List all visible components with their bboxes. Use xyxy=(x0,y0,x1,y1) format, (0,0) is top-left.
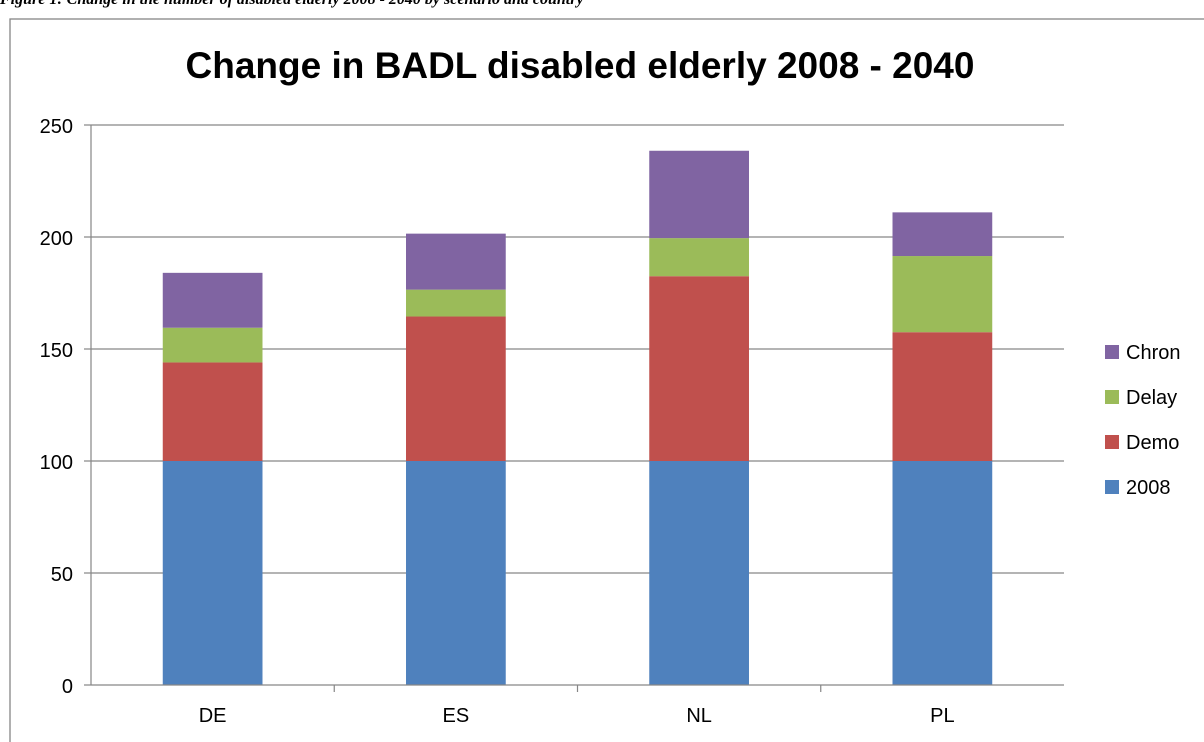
legend-swatch xyxy=(1105,390,1119,404)
bar-segment-delay-de xyxy=(162,327,263,363)
bar-segment-demo-pl xyxy=(892,332,993,461)
y-tick-label: 150 xyxy=(40,340,73,362)
y-tick-label: 250 xyxy=(40,116,73,138)
legend-item-demo: Demo xyxy=(1105,432,1179,454)
legend-item-delay: Delay xyxy=(1105,387,1177,409)
bar-segment-2008-es xyxy=(406,461,506,685)
legend-label: Demo xyxy=(1126,432,1179,454)
bar-segment-chron-pl xyxy=(892,212,993,257)
legend-item-2008: 2008 xyxy=(1105,477,1171,499)
legend-label: 2008 xyxy=(1126,477,1171,499)
x-tick-label: ES xyxy=(443,705,470,727)
bar-segment-demo-nl xyxy=(649,276,749,461)
bar-segment-2008-nl xyxy=(649,461,749,685)
y-tick-label: 0 xyxy=(62,676,73,698)
bar-segment-chron-nl xyxy=(649,150,749,239)
figure-caption: Figure 1: Change in the number of disabl… xyxy=(0,0,1204,11)
bar-segment-demo-es xyxy=(406,316,506,461)
bar-segment-2008-pl xyxy=(892,461,993,685)
y-tick-label: 200 xyxy=(40,228,73,250)
legend-item-chron: Chron xyxy=(1105,342,1180,364)
bar-segment-delay-nl xyxy=(649,238,749,277)
x-tick-label: PL xyxy=(930,705,954,727)
legend-label: Delay xyxy=(1126,387,1177,409)
y-tick-label: 100 xyxy=(40,452,73,474)
bar-segment-2008-de xyxy=(162,461,263,685)
legend-label: Chron xyxy=(1126,342,1180,364)
legend-swatch xyxy=(1105,345,1119,359)
bar-segment-demo-de xyxy=(162,362,263,461)
x-tick-label: DE xyxy=(199,705,227,727)
legend-swatch xyxy=(1105,435,1119,449)
bar-segment-delay-pl xyxy=(892,256,993,333)
x-tick-label: NL xyxy=(686,705,712,727)
chart-title: Change in BADL disabled elderly 2008 - 2… xyxy=(186,45,975,86)
bar-segment-delay-es xyxy=(406,289,506,317)
legend-swatch xyxy=(1105,480,1119,494)
bar-segment-chron-de xyxy=(162,272,263,328)
bar-segment-chron-es xyxy=(406,233,506,290)
y-tick-label: 50 xyxy=(51,564,73,586)
